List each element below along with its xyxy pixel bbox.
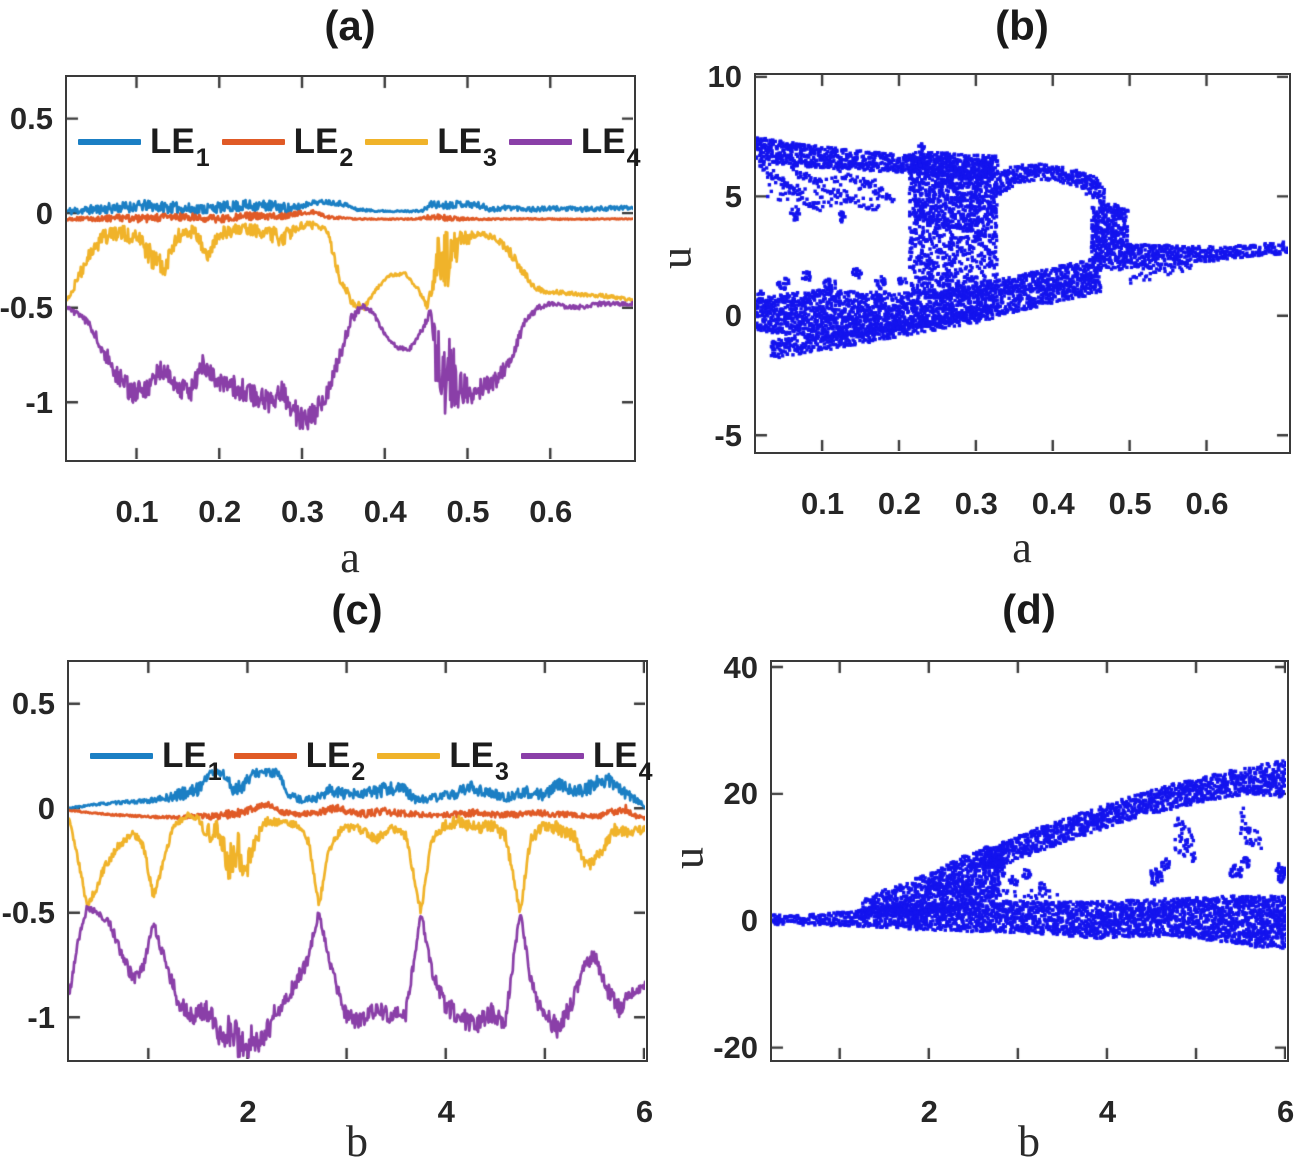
panel-c-x-axis-label: b — [346, 1117, 368, 1166]
legend-line-swatch — [365, 138, 429, 145]
panel-c-y-tick-label: 0 — [37, 790, 55, 826]
legend-label-subscript: 3 — [483, 144, 497, 172]
panel-c-x-tick-label: 6 — [635, 1094, 654, 1129]
panel-b-x-axis-label: a — [1012, 523, 1032, 572]
panel-b-plot-area — [754, 73, 1291, 454]
legend-line-swatch — [221, 138, 285, 145]
panel-d-chart-canvas — [772, 662, 1286, 1059]
panel-c-plot-area — [67, 660, 648, 1062]
legend-label: LE3 — [437, 122, 497, 172]
panel-d-x-tick-label: 4 — [1098, 1094, 1117, 1129]
panel-a-x-tick-label: 0.2 — [198, 494, 242, 529]
panel-d-title: (d) — [1002, 586, 1056, 633]
legend-label: LE3 — [449, 736, 509, 786]
panel-c-y-tick-label: -1 — [27, 999, 55, 1035]
legend-line-swatch — [90, 752, 153, 759]
legend-label-subscript: 1 — [207, 758, 222, 786]
panel-a-x-tick-label: 0.3 — [280, 494, 325, 529]
panel-a-y-tick-label: -0.5 — [0, 290, 53, 326]
panel-c-y-tick-label: -0.5 — [1, 895, 55, 931]
panel-a-x-tick-label: 0.1 — [115, 494, 159, 529]
legend-label: LE4 — [592, 736, 653, 786]
legend-line-swatch — [377, 752, 441, 759]
panel-b-y-tick-label: 5 — [724, 178, 742, 214]
legend-label-subscript: 1 — [195, 144, 210, 172]
panel-a-x-tick-label: 0.6 — [529, 494, 573, 529]
legend-label: LE2 — [293, 122, 354, 172]
panel-c-x-tick-label: 2 — [239, 1094, 257, 1129]
panel-a-title: (a) — [324, 2, 376, 49]
panel-d-y-tick-label: 40 — [723, 649, 758, 685]
panel-c-legend: LE1 LE2 LE3 LE4 — [90, 736, 653, 786]
panel-b-x-tick-label: 0.6 — [1185, 486, 1229, 521]
legend-label-subscript: 2 — [351, 758, 366, 786]
panel-b-y-tick-label: -5 — [714, 417, 742, 453]
legend-label-subscript: 4 — [638, 758, 653, 786]
legend-label: LE1 — [162, 736, 222, 786]
panel-b-y-tick-label: 10 — [707, 59, 742, 95]
panel-d-x-tick-label: 2 — [920, 1094, 938, 1129]
panel-a-x-axis-label: a — [340, 533, 360, 582]
legend-label: LE4 — [580, 122, 641, 172]
panel-b-y-tick-label: 0 — [724, 298, 742, 334]
panel-d-x-tick-label: 6 — [1276, 1094, 1295, 1129]
legend-item-LE2: LE2 — [233, 736, 366, 786]
panel-b-chart-canvas — [756, 75, 1288, 451]
legend-item-LE4: LE4 — [520, 736, 653, 786]
panel-c-x-tick-label: 4 — [437, 1094, 455, 1129]
panel-d-plot-area — [770, 660, 1289, 1062]
legend-item-LE1: LE1 — [90, 736, 222, 786]
panel-a-y-tick-label: -1 — [25, 384, 53, 420]
panel-b-x-tick-label: 0.5 — [1108, 486, 1152, 521]
legend-label: LE1 — [150, 122, 210, 172]
panel-b-x-tick-label: 0.4 — [1031, 486, 1075, 521]
panel-a-y-tick-label: 0 — [35, 195, 53, 231]
legend-item-LE2: LE2 — [221, 122, 354, 172]
panel-d-y-tick-label: -20 — [713, 1030, 758, 1066]
legend-line-swatch — [520, 752, 584, 759]
panel-b-y-axis-label: u — [651, 247, 701, 269]
panel-a-y-tick-label: 0.5 — [9, 101, 53, 137]
legend-line-swatch — [78, 138, 141, 145]
legend-label-subscript: 4 — [626, 144, 641, 172]
panel-b-x-tick-label: 0.2 — [877, 486, 922, 521]
legend-item-LE3: LE3 — [365, 122, 497, 172]
panel-d-y-tick-label: 20 — [723, 776, 758, 812]
panel-c-chart-canvas — [69, 662, 645, 1059]
panel-a-x-tick-label: 0.4 — [363, 494, 407, 529]
panel-b-title: (b) — [995, 2, 1049, 49]
legend-label-subscript: 2 — [339, 144, 354, 172]
panel-c-y-tick-label: 0.5 — [11, 686, 55, 722]
panel-b-x-tick-label: 0.1 — [801, 486, 845, 521]
legend-line-swatch — [508, 138, 572, 145]
legend-item-LE3: LE3 — [377, 736, 509, 786]
panel-c-title: (c) — [331, 586, 383, 633]
panel-d-x-axis-label: b — [1018, 1117, 1040, 1166]
legend-item-LE4: LE4 — [508, 122, 641, 172]
panel-a-legend: LE1 LE2 LE3 LE4 — [78, 122, 641, 172]
panel-a-x-tick-label: 0.5 — [446, 494, 490, 529]
panel-d-y-tick-label: 0 — [740, 903, 758, 939]
legend-line-swatch — [233, 752, 297, 759]
panel-b-x-tick-label: 0.3 — [954, 486, 998, 521]
legend-label-subscript: 3 — [495, 758, 509, 786]
legend-label: LE2 — [305, 736, 366, 786]
legend-item-LE1: LE1 — [78, 122, 210, 172]
panel-d-y-axis-label: u — [663, 847, 713, 869]
